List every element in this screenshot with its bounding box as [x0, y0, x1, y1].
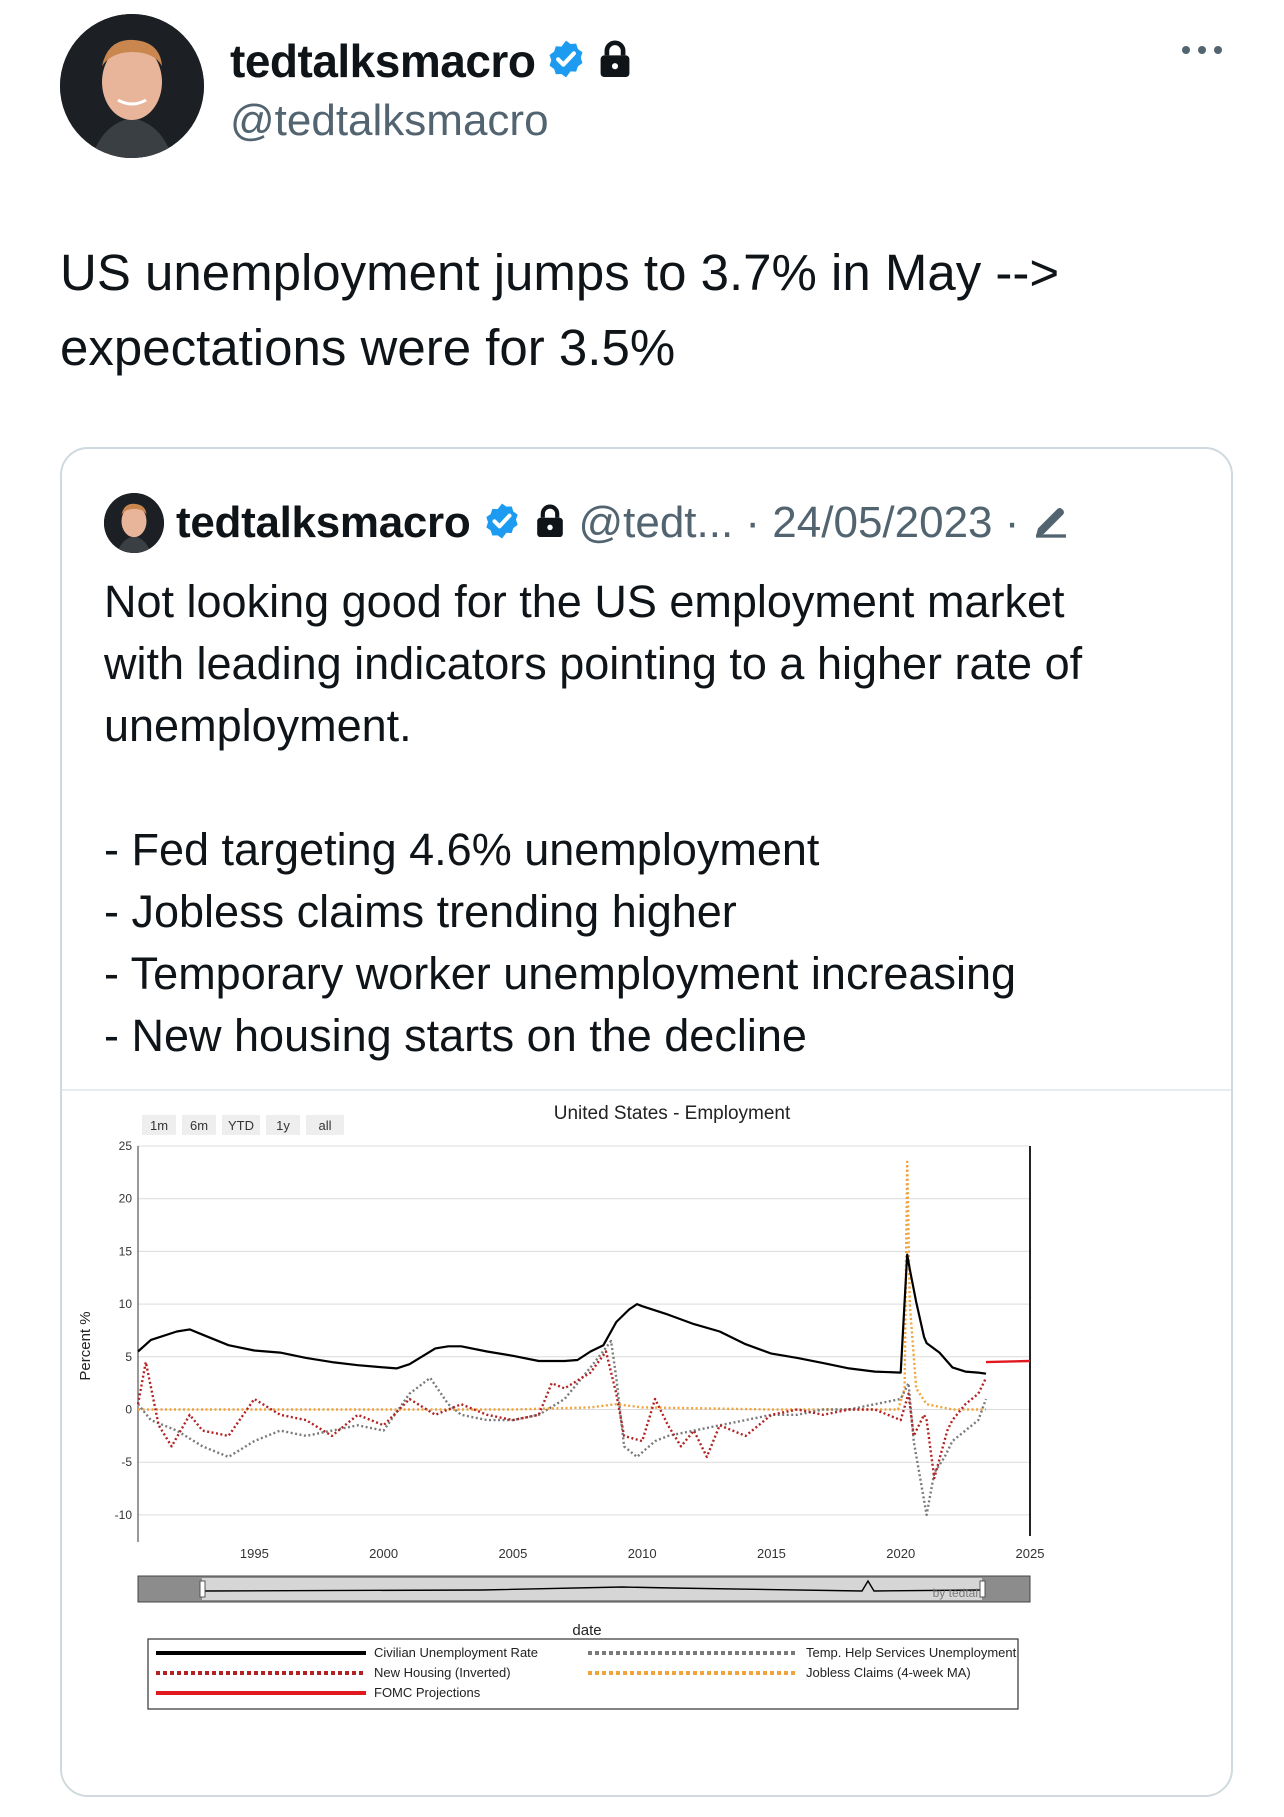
quoted-text-line: unemployment.	[104, 700, 412, 751]
tweet-body: US unemployment jumps to 3.7% in May -->…	[60, 235, 1200, 385]
chart-image[interactable]: United States - Employment 1m 6m YTD 1y all …	[62, 1089, 1231, 1795]
quoted-text-line: with leading indicators pointing to a hi…	[104, 638, 1083, 689]
x-tick-label: 2005	[498, 1546, 527, 1561]
legend-label: FOMC Projections	[374, 1685, 481, 1700]
chart-watermark: by tedtal	[933, 1586, 978, 1600]
navigator-preview-line	[203, 1579, 983, 1592]
bullet-item: - Jobless claims trending higher	[104, 886, 737, 937]
series-line-temp-help	[137, 1339, 988, 1517]
x-tick-label: 2025	[1016, 1546, 1045, 1561]
range-button-bg[interactable]	[142, 1115, 176, 1135]
x-tick-label: 1995	[240, 1546, 269, 1561]
y-tick-label: 0	[125, 1403, 132, 1417]
y-axis-ticks: 25 20 15 10 5 0 -5 -10	[115, 1139, 133, 1522]
range-button-label[interactable]: all	[318, 1118, 331, 1133]
lock-icon	[534, 503, 566, 544]
series-line-civilian	[137, 1253, 987, 1375]
y-tick-label: 25	[119, 1139, 133, 1153]
avatar-portrait-icon	[104, 493, 164, 553]
y-tick-label: -10	[115, 1508, 133, 1522]
legend-label: Civilian Unemployment Rate	[374, 1645, 538, 1660]
range-button-bg[interactable]	[222, 1115, 260, 1135]
legend-label: Jobless Claims (4-week MA)	[806, 1665, 971, 1680]
employment-chart: United States - Employment 1m 6m YTD 1y all …	[77, 1103, 1045, 1710]
y-tick-label: 15	[119, 1244, 133, 1258]
edited-pencil-icon	[1031, 501, 1071, 546]
y-axis-label: Percent %	[77, 1311, 94, 1380]
navigator-right-handle[interactable]	[979, 1580, 986, 1598]
chart-legend: Civilian Unemployment Rate New Housing (I…	[147, 1638, 1019, 1710]
quoted-author-avatar	[104, 493, 164, 553]
x-tick-label: 2000	[369, 1546, 398, 1561]
bullet-item: - Temporary worker unemployment increasi…	[104, 948, 1017, 999]
y-tick-label: 5	[125, 1350, 132, 1364]
author-avatar[interactable]	[60, 14, 204, 158]
x-axis-label: date	[572, 1622, 601, 1639]
range-button-label[interactable]: 1m	[150, 1118, 168, 1133]
range-navigator[interactable]: by tedtal	[137, 1575, 1031, 1603]
x-tick-label: 2015	[757, 1546, 786, 1561]
author-block: tedtalksmacro @tedtalksmacro	[230, 34, 633, 146]
lock-icon	[597, 39, 633, 84]
legend-label: New Housing (Inverted)	[374, 1665, 511, 1680]
bullet-item: - Fed targeting 4.6% unemployment	[104, 824, 820, 875]
quoted-tweet-card[interactable]: tedtalksmacro @tedt... · 24/05/2023 · No…	[60, 447, 1233, 1797]
chart-grid	[137, 1145, 1031, 1542]
range-button-bg[interactable]	[266, 1115, 300, 1135]
chart-series	[136, 1160, 1031, 1517]
y-tick-label: -5	[121, 1455, 132, 1469]
x-tick-label: 2020	[886, 1546, 915, 1561]
y-tick-label: 20	[119, 1192, 133, 1206]
tweet-text-line: expectations were for 3.5%	[60, 319, 676, 376]
y-tick-label: 10	[119, 1297, 133, 1311]
range-button-label[interactable]: 6m	[190, 1118, 208, 1133]
quoted-text-line: Not looking good for the US employment m…	[104, 576, 1065, 627]
quoted-tweet-meta: @tedt... · 24/05/2023 ·	[578, 498, 1020, 547]
tweet-header: tedtalksmacro @tedtalksmacro	[60, 14, 1240, 159]
navigator-left-handle[interactable]	[199, 1580, 206, 1598]
quoted-tweet-body: Not looking good for the US employment m…	[104, 571, 1204, 1067]
author-handle[interactable]: @tedtalksmacro	[230, 96, 549, 145]
navigator-window[interactable]	[202, 1578, 982, 1600]
chart-title: United States - Employment	[554, 1103, 791, 1124]
author-name[interactable]: tedtalksmacro	[230, 35, 536, 87]
more-options-icon[interactable]	[1180, 40, 1224, 60]
x-tick-label: 2010	[628, 1546, 657, 1561]
range-button-label[interactable]: 1y	[276, 1118, 290, 1133]
tweet-text-line: US unemployment jumps to 3.7% in May -->	[60, 244, 1060, 301]
verified-badge-icon	[545, 38, 587, 85]
bullet-item: - New housing starts on the decline	[104, 1010, 807, 1061]
legend-label: Temp. Help Services Unemployment	[806, 1645, 1017, 1660]
range-selector: 1m 6m YTD 1y all	[142, 1115, 344, 1135]
range-button-bg[interactable]	[306, 1115, 344, 1135]
series-line-housing	[136, 1350, 988, 1480]
verified-badge-icon	[482, 501, 522, 546]
x-axis-ticks: 1995 2000 2005 2010 2015 2020 2025	[240, 1546, 1045, 1561]
avatar-portrait-icon	[60, 14, 204, 158]
range-button-label[interactable]: YTD	[228, 1118, 254, 1133]
quoted-tweet-header: tedtalksmacro @tedt... · 24/05/2023 ·	[104, 493, 1071, 553]
range-button-bg[interactable]	[182, 1115, 216, 1135]
quoted-author-name: tedtalksmacro	[176, 498, 471, 547]
series-line-fomc	[985, 1359, 1031, 1364]
